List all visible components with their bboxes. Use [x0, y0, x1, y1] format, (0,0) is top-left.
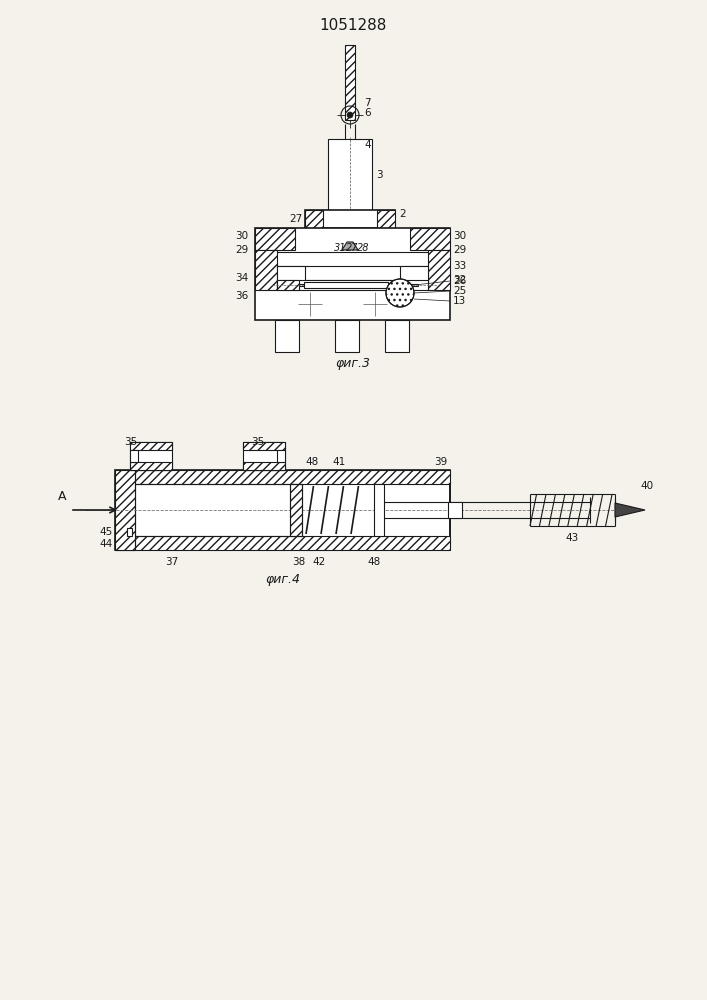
Bar [130, 462, 172, 470]
Bar [127, 528, 132, 536]
Bar [243, 442, 285, 450]
Bar [410, 228, 450, 250]
Bar [130, 450, 138, 462]
Text: 41: 41 [332, 457, 345, 467]
Text: 40: 40 [640, 481, 653, 491]
Text: 1051288: 1051288 [320, 17, 387, 32]
Bar [115, 470, 450, 484]
Bar [277, 280, 299, 290]
Bar [385, 320, 409, 352]
Bar [328, 139, 372, 210]
Bar [115, 536, 450, 550]
Text: 33: 33 [453, 261, 466, 271]
Text: 3: 3 [376, 170, 382, 180]
Bar [374, 484, 384, 536]
Text: 37: 37 [165, 557, 178, 567]
Text: 2: 2 [399, 209, 406, 219]
Bar [400, 266, 428, 286]
Text: 35: 35 [124, 437, 137, 447]
Bar [130, 442, 172, 470]
Bar [345, 45, 355, 120]
Bar [255, 228, 450, 320]
Text: 30: 30 [235, 231, 248, 241]
Bar [255, 228, 295, 250]
Text: 38: 38 [292, 557, 305, 567]
Text: 28: 28 [357, 243, 370, 253]
Bar [277, 450, 285, 462]
Bar [243, 442, 285, 470]
Text: 34: 34 [235, 273, 248, 283]
Bar [130, 442, 172, 450]
Text: 29: 29 [235, 245, 248, 255]
Bar [243, 462, 285, 470]
Bar [305, 210, 395, 228]
Bar [299, 284, 418, 286]
Circle shape [386, 279, 414, 307]
Text: 31: 31 [334, 243, 346, 253]
Bar [428, 250, 450, 290]
Text: 7: 7 [364, 98, 370, 108]
Text: 29: 29 [453, 245, 466, 255]
Text: 27: 27 [289, 214, 303, 224]
Bar [305, 210, 323, 228]
Text: 27: 27 [346, 243, 358, 253]
Text: φиг.3: φиг.3 [336, 358, 370, 370]
Bar [255, 250, 277, 290]
Bar [377, 210, 395, 228]
Text: 6: 6 [364, 108, 370, 118]
Text: 36: 36 [235, 291, 248, 301]
Bar [448, 502, 462, 518]
Text: 32: 32 [453, 275, 466, 285]
Bar [277, 266, 305, 286]
Text: 42: 42 [312, 557, 325, 567]
Bar [115, 470, 135, 550]
Text: φиг.4: φиг.4 [266, 574, 300, 586]
Text: 26: 26 [453, 276, 466, 286]
Text: 30: 30 [453, 231, 466, 241]
Text: 44: 44 [100, 539, 113, 549]
Text: 48: 48 [305, 457, 318, 467]
Text: 43: 43 [565, 533, 578, 543]
Bar [275, 320, 299, 352]
Text: A: A [58, 489, 66, 502]
Bar [290, 484, 302, 536]
Bar [115, 470, 450, 550]
Bar [335, 320, 359, 352]
Bar [277, 280, 428, 290]
Text: 39: 39 [434, 457, 448, 467]
Text: 35: 35 [251, 437, 264, 447]
Polygon shape [615, 503, 645, 517]
Text: 13: 13 [453, 296, 466, 306]
Text: 25: 25 [453, 286, 466, 296]
Text: 4: 4 [364, 140, 370, 150]
Bar [346, 228, 354, 236]
Circle shape [347, 112, 353, 118]
Text: 45: 45 [100, 527, 113, 537]
Bar [290, 484, 302, 536]
Text: 48: 48 [367, 557, 380, 567]
Bar [304, 282, 388, 288]
Polygon shape [342, 242, 358, 250]
